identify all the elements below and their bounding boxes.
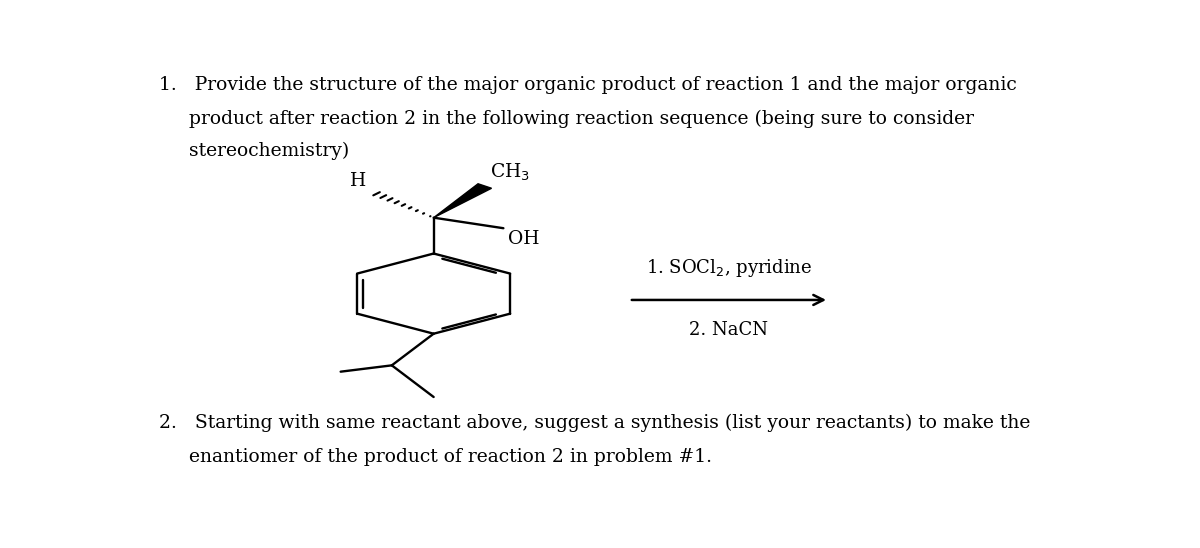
Text: 2. NaCN: 2. NaCN <box>690 321 768 339</box>
Text: CH$_3$: CH$_3$ <box>491 161 530 182</box>
Text: 1.   Provide the structure of the major organic product of reaction 1 and the ma: 1. Provide the structure of the major or… <box>160 76 1018 94</box>
Text: enantiomer of the product of reaction 2 in problem #1.: enantiomer of the product of reaction 2 … <box>160 448 713 466</box>
Polygon shape <box>433 184 492 218</box>
Text: product after reaction 2 in the following reaction sequence (being sure to consi: product after reaction 2 in the followin… <box>160 110 974 128</box>
Text: H: H <box>349 172 366 190</box>
Text: 1. SOCl$_2$, pyridine: 1. SOCl$_2$, pyridine <box>646 257 812 279</box>
Text: 2.   Starting with same reactant above, suggest a synthesis (list your reactants: 2. Starting with same reactant above, su… <box>160 414 1031 432</box>
Text: stereochemistry): stereochemistry) <box>160 142 349 160</box>
Text: OH: OH <box>508 230 540 248</box>
